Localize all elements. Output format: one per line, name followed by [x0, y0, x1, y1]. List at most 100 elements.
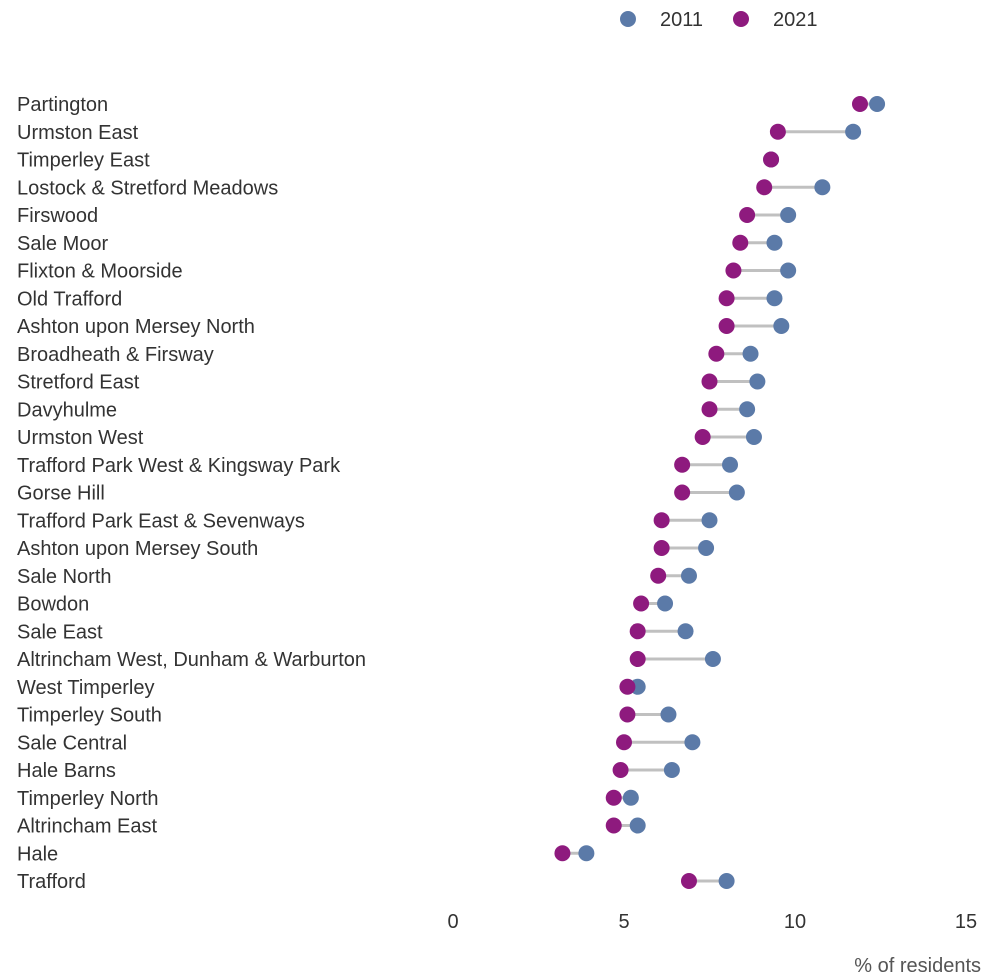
x-tick-label: 10 [784, 911, 806, 933]
point-2021[interactable] [718, 290, 735, 307]
points-2011 [578, 96, 886, 889]
point-2021[interactable] [612, 762, 629, 778]
point-2021[interactable] [674, 484, 691, 501]
point-2011[interactable] [845, 123, 862, 140]
category-label: Timperley South [17, 705, 162, 727]
point-2011[interactable] [742, 345, 759, 362]
point-2021[interactable] [616, 734, 632, 751]
category-label: Old Trafford [17, 288, 122, 310]
category-label: Altrincham West, Dunham & Warburton [17, 649, 366, 671]
point-2011[interactable] [773, 318, 790, 334]
category-label: Hale [17, 843, 58, 865]
point-2011[interactable] [869, 96, 886, 112]
category-label: Sale East [17, 621, 103, 643]
point-2011[interactable] [718, 873, 735, 889]
legend-marker-2011 [620, 11, 636, 27]
category-label: Hale Barns [17, 760, 116, 782]
point-2011[interactable] [728, 484, 745, 501]
category-label: Firswood [17, 205, 98, 227]
point-2021[interactable] [629, 623, 646, 640]
point-2021[interactable] [701, 401, 718, 418]
legend-marker-2021 [733, 11, 749, 27]
point-2021[interactable] [629, 651, 646, 667]
point-2011[interactable] [745, 429, 762, 445]
category-label: Broadheath & Firsway [17, 344, 214, 366]
legend-label-2011: 2011 [660, 9, 703, 31]
point-2011[interactable] [722, 456, 739, 473]
point-2021[interactable] [763, 151, 780, 168]
point-2021[interactable] [605, 789, 622, 806]
category-label: Timperley North [17, 788, 159, 810]
point-2021[interactable] [653, 540, 670, 556]
point-2011[interactable] [739, 401, 756, 418]
point-2011[interactable] [657, 595, 674, 612]
category-label: Bowdon [17, 594, 89, 616]
point-2021[interactable] [674, 456, 691, 473]
category-label: Lostock & Stretford Meadows [17, 177, 278, 199]
point-2021[interactable] [739, 207, 756, 223]
points-2021 [554, 96, 868, 889]
point-2021[interactable] [680, 873, 697, 889]
category-label: Urmston West [17, 427, 144, 449]
point-2011[interactable] [660, 706, 677, 723]
point-2011[interactable] [629, 817, 646, 834]
point-2011[interactable] [680, 567, 697, 584]
category-label: Urmston East [17, 122, 139, 144]
category-label: Trafford Park West & Kingsway Park [17, 455, 341, 477]
category-label: Sale Moor [17, 233, 108, 255]
x-tick-label: 5 [618, 911, 629, 933]
point-2011[interactable] [684, 734, 701, 751]
point-2021[interactable] [694, 429, 711, 445]
point-2021[interactable] [619, 706, 636, 723]
point-2021[interactable] [769, 123, 786, 140]
category-label: Timperley East [17, 150, 150, 172]
point-2021[interactable] [851, 96, 868, 112]
point-2021[interactable] [633, 595, 650, 612]
category-label: Stretford East [17, 372, 140, 394]
category-label: Ashton upon Mersey South [17, 538, 258, 560]
category-labels: Partington Urmston East Timperley East Lost… [17, 94, 366, 893]
point-2021[interactable] [605, 817, 622, 834]
point-2021[interactable] [708, 345, 725, 362]
point-2021[interactable] [718, 318, 735, 334]
point-2021[interactable] [701, 373, 718, 390]
point-2011[interactable] [663, 762, 680, 778]
x-tick-label: 0 [447, 911, 458, 933]
category-label: Altrincham East [17, 816, 157, 838]
point-2021[interactable] [554, 845, 571, 862]
point-2021[interactable] [732, 234, 749, 251]
category-label: Ashton upon Mersey North [17, 316, 255, 338]
point-2011[interactable] [578, 845, 595, 862]
point-2021[interactable] [756, 179, 773, 196]
point-2011[interactable] [780, 207, 797, 223]
category-label: West Timperley [17, 677, 154, 699]
category-label: Davyhulme [17, 399, 117, 421]
point-2021[interactable] [650, 567, 667, 584]
legend: 2011 2021 [620, 9, 818, 31]
point-2021[interactable] [653, 512, 670, 529]
category-label: Sale Central [17, 732, 127, 754]
category-label: Trafford [17, 871, 86, 893]
x-tick-label: 15 [955, 911, 977, 933]
category-label: Trafford Park East & Sevenways [17, 510, 305, 532]
point-2011[interactable] [677, 623, 694, 640]
category-label: Flixton & Moorside [17, 261, 183, 283]
point-2011[interactable] [698, 540, 715, 556]
x-axis-title: % of residents [854, 955, 981, 976]
point-2011[interactable] [766, 290, 783, 307]
legend-label-2021: 2021 [773, 9, 818, 31]
connectors [562, 102, 878, 883]
point-2011[interactable] [622, 789, 639, 806]
point-2011[interactable] [704, 651, 721, 667]
point-2011[interactable] [766, 234, 783, 251]
category-label: Sale North [17, 566, 112, 588]
x-axis: 0 5 10 15 [447, 911, 977, 933]
point-2011[interactable] [780, 262, 797, 279]
point-2021[interactable] [725, 262, 742, 279]
point-2011[interactable] [701, 512, 718, 529]
category-label: Partington [17, 94, 108, 116]
point-2011[interactable] [749, 373, 766, 390]
point-2011[interactable] [814, 179, 831, 196]
point-2021[interactable] [619, 678, 636, 695]
